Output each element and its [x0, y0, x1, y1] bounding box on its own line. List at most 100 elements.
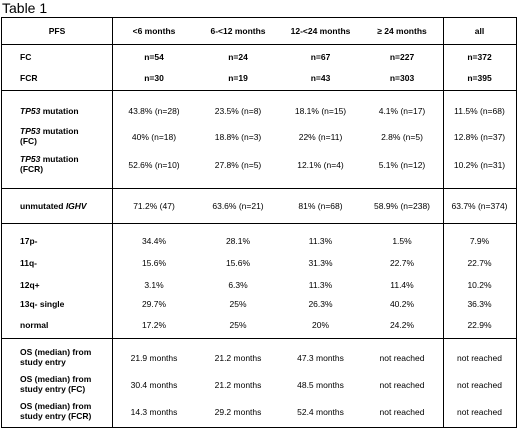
gene-name: TP53 — [20, 106, 41, 116]
table-cell: 3.1% — [144, 280, 164, 290]
table-cell: 40% (n=18) — [131, 132, 177, 142]
table-cell: not reached — [457, 353, 502, 363]
row-label-text: OS (median) from — [20, 347, 92, 357]
table-cell: 34.4% — [141, 236, 167, 246]
row-label-text: study entry (FCR) — [20, 411, 92, 421]
row-label-text: mutation — [40, 154, 79, 164]
table-cell: 6.3% — [228, 280, 248, 290]
row-label: TP53 mutation — [20, 106, 79, 116]
table-cell: n=227 — [389, 52, 415, 62]
table-cell: 22.9% — [467, 320, 492, 330]
table-cell: 10.2% — [467, 280, 492, 290]
table-cell: 12.8% (n=37) — [453, 132, 506, 142]
table-cell: 40.2% — [389, 299, 415, 309]
table-cell: 52.6% (n=10) — [128, 160, 180, 170]
row-divider — [2, 188, 516, 189]
header-lt6: <6 months — [132, 26, 176, 36]
table-cell: 10.2% (n=31) — [453, 160, 506, 170]
table-cell: 47.3 months — [297, 353, 344, 363]
table-cell: n=30 — [144, 73, 164, 83]
row-label: 17p- — [20, 236, 38, 246]
table-cell: 18.8% (n=3) — [214, 132, 262, 142]
table-cell: 48.5 months — [297, 380, 344, 390]
row-label-text: OS (median) from — [20, 401, 92, 411]
table-cell: 7.9% — [469, 236, 490, 246]
row-label: TP53 mutation (FCR) — [20, 154, 79, 174]
table-cell: 22% (n=11) — [298, 132, 343, 142]
table-cell: 26.3% — [308, 299, 333, 309]
row-label-text: unmutated — [20, 201, 66, 211]
column-divider — [112, 18, 113, 427]
table-cell: 12.1% (n=4) — [297, 160, 344, 170]
table-cell: 14.3 months — [130, 407, 178, 417]
row-label: 11q- — [20, 258, 38, 268]
table-cell: 17.2% — [141, 320, 167, 330]
table-cell: 52.4 months — [297, 407, 344, 417]
table-cell: n=43 — [310, 73, 331, 83]
table-cell: n=395 — [467, 73, 492, 83]
row-label-text: OS (median) from — [20, 374, 92, 384]
row-label: TP53 mutation (FC) — [20, 126, 79, 146]
table-cell: 15.6% — [141, 258, 167, 268]
table-cell: 4.1% (n=17) — [378, 106, 426, 116]
header-pfs: PFS — [48, 26, 66, 36]
table-cell: 21.2 months — [214, 353, 262, 363]
row-divider — [2, 223, 516, 224]
table-cell: 18.1% (n=15) — [294, 106, 347, 116]
header-all: all — [474, 26, 485, 36]
table-cell: 81% (n=68) — [298, 201, 343, 211]
table-cell: 1.5% — [392, 236, 412, 246]
table-cell: n=372 — [467, 52, 492, 62]
table-cell: 21.2 months — [214, 380, 262, 390]
table-cell: 15.6% — [225, 258, 251, 268]
table-cell: 24.2% — [389, 320, 415, 330]
table-cell: n=54 — [144, 52, 164, 62]
table-cell: not reached — [457, 407, 502, 417]
gene-name: IGHV — [65, 201, 87, 211]
table-cell: 25% — [229, 299, 247, 309]
row-label: FCR — [20, 73, 38, 83]
row-label-text: study entry (FC) — [20, 384, 86, 394]
table-cell: 29.7% — [141, 299, 167, 309]
table-cell: not reached — [379, 353, 425, 363]
data-table: PFS <6 months 6-<12 months 12-<24 months… — [1, 17, 517, 428]
table-cell: 36.3% — [467, 299, 492, 309]
header-ge24: ≥ 24 months — [377, 26, 427, 36]
gene-name: TP53 — [20, 154, 41, 164]
row-label: OS (median) from study entry (FC) — [20, 374, 91, 394]
row-label: FC — [20, 52, 32, 62]
row-label: OS (median) from study entry (FCR) — [20, 401, 91, 421]
table-cell: 11.3% — [308, 236, 333, 246]
table-cell: 11.5% (n=68) — [454, 106, 505, 116]
table-cell: 27.8% (n=5) — [214, 160, 262, 170]
table-cell: 63.7% (n=374) — [451, 201, 508, 211]
table-cell: 22.7% — [467, 258, 492, 268]
row-label: normal — [20, 320, 49, 330]
row-label-text: mutation — [40, 126, 79, 136]
table-cell: 2.8% (n=5) — [381, 132, 423, 142]
column-divider — [443, 18, 444, 427]
table-cell: 11.4% — [390, 280, 414, 290]
table-cell: n=303 — [389, 73, 415, 83]
gene-name: TP53 — [20, 126, 41, 136]
table-cell: not reached — [457, 380, 502, 390]
table-cell: 25% — [229, 320, 247, 330]
table-cell: 29.2 months — [214, 407, 262, 417]
table-cell: n=67 — [310, 52, 331, 62]
table-cell: 71.2% (47) — [133, 201, 175, 211]
table-cell: 5.1% (n=12) — [378, 160, 426, 170]
row-label-text: (FC) — [20, 136, 37, 146]
table-cell: not reached — [379, 380, 425, 390]
row-label: 13q- single — [20, 299, 65, 309]
table-cell: 11.3% — [308, 280, 333, 290]
header-12to24: 12-<24 months — [290, 26, 351, 36]
row-label-text: study entry — [20, 357, 66, 367]
table-caption: Table 1 — [2, 0, 48, 16]
table-cell: not reached — [379, 407, 425, 417]
table-cell: n=24 — [228, 52, 248, 62]
row-divider — [2, 338, 516, 339]
row-divider — [2, 44, 516, 45]
table-cell: 21.9 months — [130, 353, 178, 363]
table-cell: 63.6% (n=21) — [212, 201, 264, 211]
table-cell: 23.5% (n=8) — [214, 106, 262, 116]
